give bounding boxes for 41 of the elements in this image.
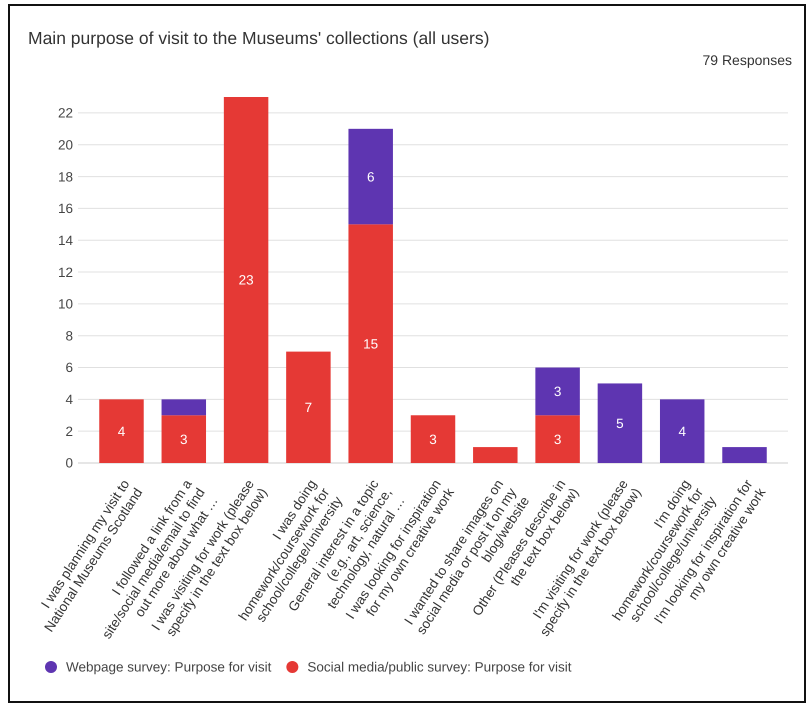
y-tick-label: 22 — [58, 106, 73, 121]
bar — [722, 447, 767, 463]
bar — [99, 399, 144, 463]
bar — [224, 97, 268, 463]
data-label: 4 — [118, 424, 126, 439]
bar — [598, 383, 642, 463]
y-tick-label: 16 — [58, 201, 73, 216]
y-tick-label: 0 — [65, 456, 73, 471]
y-tick-label: 2 — [65, 424, 73, 439]
bar — [162, 415, 206, 463]
bar — [162, 399, 206, 416]
data-label: 7 — [304, 400, 312, 416]
y-tick-label: 20 — [58, 137, 73, 152]
data-label: 23 — [238, 272, 254, 288]
bar — [286, 352, 331, 463]
data-label: 3 — [180, 432, 188, 447]
data-label: 15 — [363, 336, 378, 352]
data-label: 4 — [678, 424, 686, 439]
bar — [410, 415, 456, 463]
bar — [535, 368, 580, 416]
bar — [660, 399, 704, 463]
bar — [348, 128, 393, 224]
bar — [473, 447, 518, 463]
y-tick-label: 10 — [58, 296, 73, 312]
data-label: 5 — [616, 416, 624, 431]
data-label: 6 — [366, 169, 374, 184]
bar — [535, 415, 580, 463]
legend-label: Webpage survey: Purpose for visit — [66, 660, 272, 675]
legend-label: Social media/public survey: Purpose for visit — [307, 660, 572, 675]
data-label: 3 — [429, 432, 437, 447]
data-label: 3 — [554, 432, 562, 447]
y-tick-label: 12 — [58, 264, 73, 280]
bar — [348, 224, 393, 463]
y-tick-label: 8 — [65, 328, 73, 344]
y-tick-label: 4 — [65, 392, 74, 408]
y-tick-label: 14 — [58, 232, 74, 248]
y-tick-label: 18 — [58, 169, 73, 184]
data-label: 3 — [554, 384, 562, 400]
chart-title: Main purpose of visit to the Museums' collections (all users) — [28, 28, 490, 48]
chart-subtitle: 79 Responses — [702, 52, 792, 68]
y-tick-label: 6 — [65, 360, 73, 376]
